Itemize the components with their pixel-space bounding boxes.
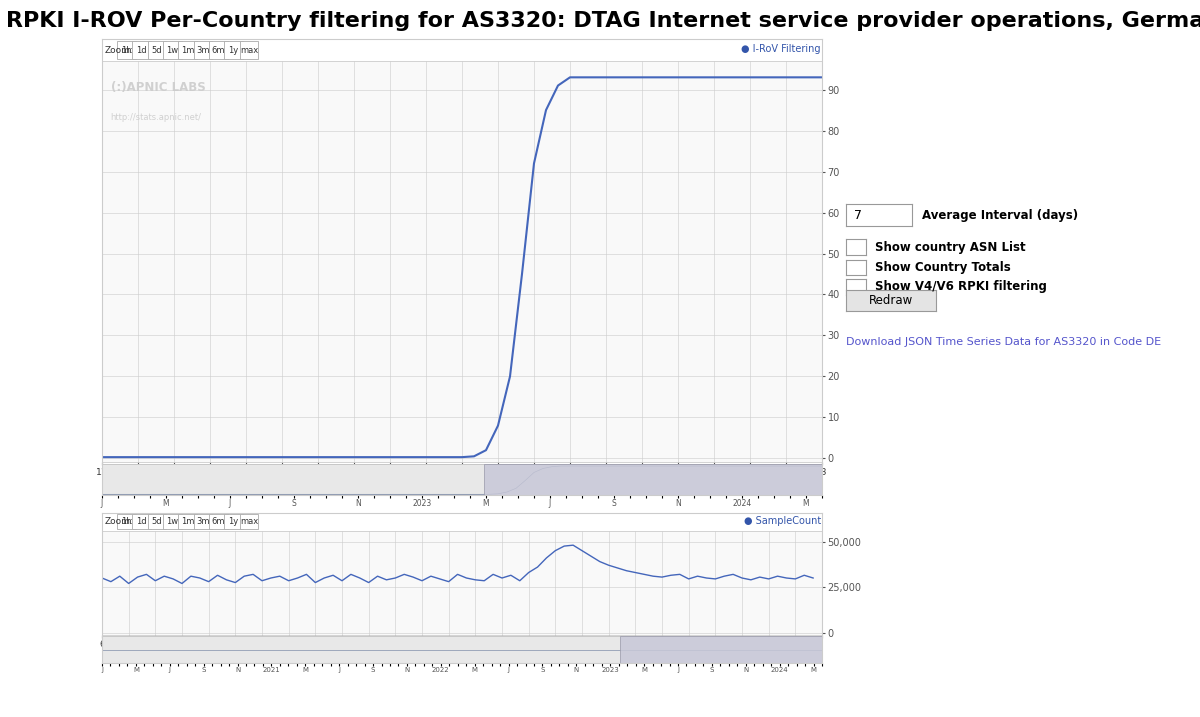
FancyBboxPatch shape bbox=[132, 42, 151, 59]
FancyBboxPatch shape bbox=[209, 42, 228, 59]
FancyBboxPatch shape bbox=[193, 514, 212, 529]
Text: 1m: 1m bbox=[181, 46, 194, 54]
FancyBboxPatch shape bbox=[132, 514, 151, 529]
Text: Show country ASN List: Show country ASN List bbox=[875, 241, 1026, 254]
Text: 1d: 1d bbox=[137, 517, 146, 526]
Text: 1m: 1m bbox=[181, 517, 194, 526]
Text: 1h: 1h bbox=[121, 46, 132, 54]
Text: 5d: 5d bbox=[151, 517, 162, 526]
FancyBboxPatch shape bbox=[209, 514, 228, 529]
FancyBboxPatch shape bbox=[193, 42, 212, 59]
FancyBboxPatch shape bbox=[118, 514, 136, 529]
Text: Average Interval (days): Average Interval (days) bbox=[922, 209, 1078, 222]
Text: 1y: 1y bbox=[228, 517, 239, 526]
FancyBboxPatch shape bbox=[224, 514, 242, 529]
Bar bbox=[620, 636, 822, 663]
Text: RPKI I-ROV Per-Country filtering for AS3320: DTAG Internet service provider oper: RPKI I-ROV Per-Country filtering for AS3… bbox=[6, 11, 1200, 31]
FancyBboxPatch shape bbox=[163, 42, 181, 59]
FancyBboxPatch shape bbox=[240, 514, 258, 529]
FancyBboxPatch shape bbox=[179, 42, 197, 59]
Text: 3m: 3m bbox=[197, 517, 210, 526]
Text: Zoom:: Zoom: bbox=[104, 46, 133, 54]
Text: 5d: 5d bbox=[151, 46, 162, 54]
Text: Download JSON Time Series Data for AS3320 in Code DE: Download JSON Time Series Data for AS332… bbox=[846, 337, 1162, 347]
Text: Zoom:: Zoom: bbox=[104, 517, 133, 526]
Text: (:)APNIC LABS: (:)APNIC LABS bbox=[110, 81, 205, 94]
FancyBboxPatch shape bbox=[163, 514, 181, 529]
Text: Show Country Totals: Show Country Totals bbox=[875, 261, 1010, 274]
Text: 1w: 1w bbox=[167, 517, 179, 526]
FancyBboxPatch shape bbox=[224, 42, 242, 59]
Text: 1h: 1h bbox=[121, 517, 132, 526]
Text: 1d: 1d bbox=[137, 46, 146, 54]
Text: max: max bbox=[240, 46, 258, 54]
Text: 6m: 6m bbox=[211, 517, 226, 526]
FancyBboxPatch shape bbox=[148, 514, 167, 529]
Text: Redraw: Redraw bbox=[869, 294, 913, 307]
Text: ● SampleCount: ● SampleCount bbox=[744, 516, 821, 526]
FancyBboxPatch shape bbox=[240, 42, 258, 59]
FancyBboxPatch shape bbox=[118, 42, 136, 59]
Text: 6m: 6m bbox=[211, 46, 226, 54]
FancyBboxPatch shape bbox=[179, 514, 197, 529]
Text: 1y: 1y bbox=[228, 46, 239, 54]
Text: http://stats.apnic.net/: http://stats.apnic.net/ bbox=[110, 113, 202, 122]
Text: ● I-RoV Filtering: ● I-RoV Filtering bbox=[742, 44, 821, 54]
Text: Show V4/V6 RPKI filtering: Show V4/V6 RPKI filtering bbox=[875, 280, 1046, 293]
Text: 3m: 3m bbox=[197, 46, 210, 54]
FancyBboxPatch shape bbox=[148, 42, 167, 59]
Text: max: max bbox=[240, 517, 258, 526]
Text: 1w: 1w bbox=[167, 46, 179, 54]
Bar bbox=[484, 464, 822, 495]
Text: 7: 7 bbox=[854, 209, 862, 222]
